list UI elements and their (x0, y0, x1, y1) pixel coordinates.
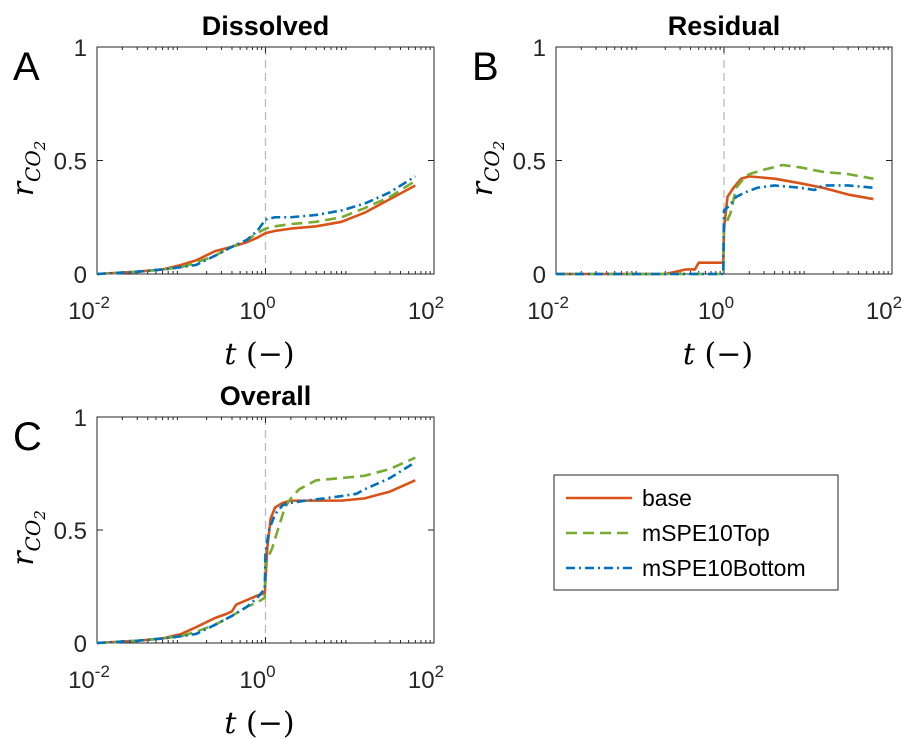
x-tick-label: 10-2 (527, 293, 569, 325)
series-line-mspe10top (556, 163, 874, 276)
panel-title: Overall (220, 381, 312, 411)
panel-letter: A (13, 45, 40, 89)
legend: base mSPE10Top mSPE10Bottom (553, 474, 839, 591)
y-axis-label: rCO2 (6, 510, 49, 566)
series-line-mspe10bottom (96, 461, 416, 645)
y-tick-label: 0.5 (513, 149, 546, 176)
x-tick-label: 102 (866, 293, 902, 325)
legend-label: base (642, 485, 692, 511)
y-tick-label: 0.5 (54, 518, 87, 545)
y-axis-label: rCO2 (465, 141, 508, 197)
x-tick-label: 10-2 (68, 662, 110, 694)
panel-letter: C (13, 415, 42, 459)
y-tick-label: 1 (533, 35, 546, 62)
y-tick-label: 1 (74, 405, 87, 432)
series-line-base (96, 184, 416, 276)
panel-letter: B (472, 45, 499, 89)
panel-b: 10-2 100 102 0 0.5 1 Residual Bt (−) rCO2 (465, 11, 902, 372)
x-tick-label: 102 (408, 293, 444, 325)
x-axis-label: t (−) (224, 706, 294, 739)
x-tick-label: 10-2 (68, 293, 110, 325)
series-line-mspe10bottom (556, 184, 874, 276)
panel-c: 10-2 100 102 0 0.5 1 Overall Ct (−) rCO2 (6, 381, 444, 739)
x-tick-label: 100 (239, 662, 275, 694)
y-tick-label: 0 (533, 262, 546, 289)
y-tick-label: 0.5 (54, 149, 87, 176)
x-tick-label: 102 (408, 662, 444, 694)
panel-title: Residual (668, 11, 781, 41)
x-tick-label: 100 (239, 293, 275, 325)
y-tick-label: 1 (74, 35, 87, 62)
axes-frame (96, 46, 435, 275)
legend-label: mSPE10Bottom (642, 555, 806, 581)
y-tick-label: 0 (74, 262, 87, 289)
panel-title: Dissolved (202, 11, 330, 41)
x-axis-label: t (−) (683, 337, 753, 372)
y-tick-label: 0 (74, 631, 87, 658)
panel-a: 10-2 100 102 0 0.5 1 Dissolved At (−) rCO2 (6, 11, 444, 372)
series-line-mspe10bottom (96, 175, 417, 276)
series-line-base (556, 175, 874, 276)
legend-label: mSPE10Top (642, 520, 770, 546)
x-axis-label: t (−) (224, 337, 294, 372)
y-axis-label: rCO2 (6, 141, 49, 197)
x-tick-label: 100 (698, 293, 734, 325)
